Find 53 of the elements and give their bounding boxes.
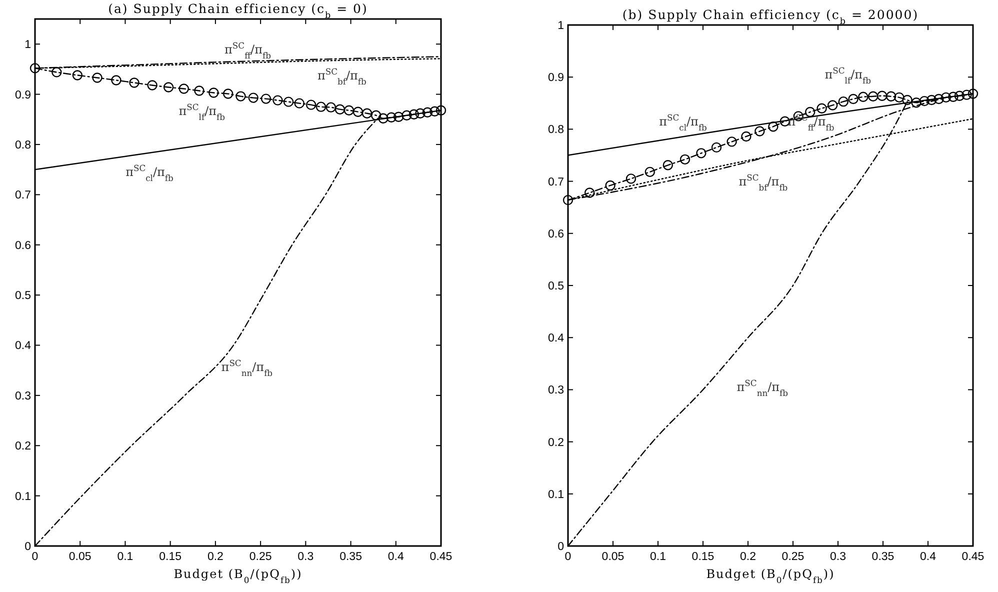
- x-tick-label: 0.15: [692, 551, 714, 563]
- x-tick-label: 0.3: [830, 551, 846, 563]
- y-tick-label: 0.2: [548, 436, 564, 449]
- series-label: π$^{SC}$$_{nn}$/π$_{fb}$: [221, 358, 273, 378]
- y-tick-label: 0.1: [548, 488, 564, 501]
- series-label: π$^{SC}$$_{lf}$/π$_{fb}$: [178, 102, 225, 122]
- y-tick-label: 0.5: [548, 280, 564, 292]
- x-tick-label: 0.3: [298, 551, 314, 563]
- y-tick-label: 0.4: [15, 340, 32, 352]
- x-tick-label: 0.35: [340, 551, 362, 563]
- y-tick-label: 0.7: [548, 176, 564, 188]
- chart-title: (b) Supply Chain efficiency (c$_{b}$ = 20000): [622, 7, 919, 27]
- y-tick-label: 1: [558, 20, 564, 32]
- series-label: π$^{SC}$$_{bf}$/π$_{fb}$: [317, 66, 366, 86]
- y-tick-label: 0.1: [15, 490, 31, 503]
- y-tick-label: 0.9: [15, 89, 31, 102]
- series-label: π$^{SC}$$_{cl}$/π$_{fb}$: [659, 112, 707, 132]
- x-tick-label: 0.1: [650, 551, 666, 563]
- y-tick-label: 0.8: [15, 139, 31, 152]
- x-tick-label: 0.45: [962, 551, 984, 563]
- x-tick-label: 0.25: [782, 551, 804, 563]
- x-tick-label: 0.05: [68, 551, 92, 563]
- y-tick-label: 0.9: [548, 72, 564, 84]
- x-tick-label: 0.35: [872, 551, 894, 563]
- x-tick-label: 0.2: [740, 551, 756, 563]
- x-axis-title: Budget (B$_{0}$/(pQ$_{fb}$)): [174, 567, 302, 585]
- y-tick-label: 1: [24, 39, 31, 52]
- x-tick-label: 0.4: [920, 551, 937, 563]
- x-tick-label: 0.15: [159, 551, 182, 563]
- x-tick-label: 0.25: [249, 551, 272, 563]
- y-tick-label: 0.4: [548, 332, 565, 345]
- x-tick-label: 0.4: [388, 551, 404, 563]
- y-tick-label: 0.3: [15, 390, 31, 402]
- x-tick-label: 0.05: [602, 551, 624, 563]
- y-tick-label: 0.2: [15, 440, 31, 453]
- y-tick-label: 0: [558, 541, 564, 553]
- y-tick-label: 0.6: [15, 240, 31, 252]
- series-label: π$^{SC}$$_{bf}$/π$_{fb}$: [738, 172, 788, 192]
- y-tick-label: 0: [24, 541, 31, 553]
- y-tick-label: 0.8: [548, 124, 564, 136]
- series-label: π$^{SC}$$_{cl}$/π$_{fb}$: [126, 162, 174, 183]
- x-tick-label: 0.2: [207, 551, 224, 563]
- x-axis-title: Budget (B$_{0}$/(pQ$_{fb}$)): [706, 567, 835, 585]
- x-tick-label: 0.45: [430, 551, 452, 563]
- series-label: π$^{SC}$$_{lf}$/π$_{fb}$: [824, 65, 871, 86]
- series-label: π$^{SC}$$_{ff}$/π$_{fb}$: [224, 40, 271, 61]
- chart-title: (a) Supply Chain efficiency (c$_{b}$ = 0): [108, 1, 368, 21]
- y-tick-label: 0.5: [15, 290, 31, 302]
- series-label: π$^{SC}$$_{nn}$/π$_{fb}$: [736, 378, 788, 398]
- y-tick-label: 0.3: [548, 384, 564, 397]
- x-tick-label: 0.1: [117, 551, 134, 563]
- y-tick-label: 0.6: [548, 228, 564, 240]
- y-tick-label: 0.7: [15, 190, 31, 202]
